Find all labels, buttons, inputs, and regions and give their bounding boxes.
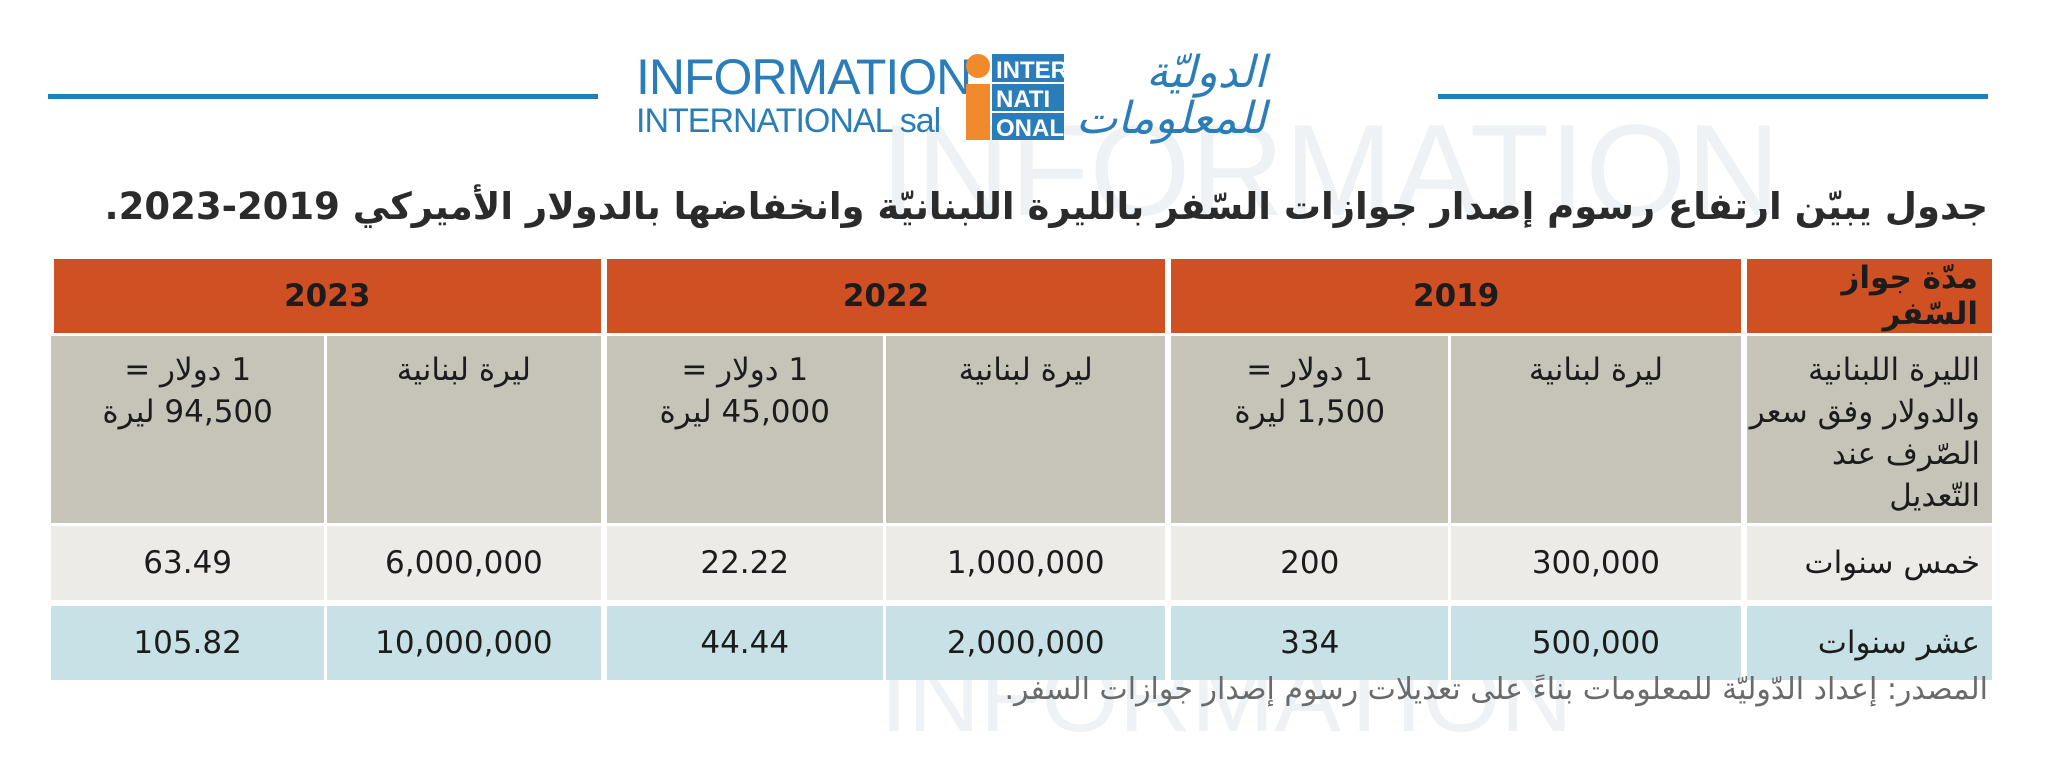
subheader-usd-2019: 1 دولار = 1,500 ليرة: [1165, 333, 1448, 523]
logo-english-text: INFORMATION INTERNATIONAL sal: [636, 49, 972, 140]
page-header: INFORMATION INTERNATIONAL sal INTER NATI…: [0, 40, 2048, 150]
subheader-lbp-2023: ليرة لبنانية: [324, 333, 601, 523]
subheader-usd-2023: 1 دولار = 94,500 ليرة: [48, 333, 325, 523]
row-label: خمس سنوات: [1740, 523, 1992, 600]
table-row: خمس سنوات 300,000 200 1,000,000 22.22 6,…: [48, 523, 1992, 600]
header-year-2019: 2019: [1165, 259, 1741, 333]
subheader-row: الليرة اللبنانية والدولار وفق سعر الصّرف…: [48, 333, 1992, 523]
source-note: المصدر: إعداد الدّوليّة للمعلومات بناءً …: [1004, 672, 1988, 707]
subheader-label-line: الليرة اللبنانية: [1808, 352, 1980, 388]
usd-rate-line: 94,500 ليرة: [102, 393, 273, 430]
table-cell: 105.82: [48, 600, 325, 680]
row-label: عشر سنوات: [1740, 600, 1992, 680]
logo-ar-line2: للمعلومات: [1076, 93, 1267, 145]
usd-rate-line: 1 دولار =: [1246, 352, 1374, 388]
table-row: عشر سنوات 500,000 334 2,000,000 44.44 10…: [48, 600, 1992, 680]
table-cell: 500,000: [1447, 600, 1741, 680]
subheader-lbp-2019: ليرة لبنانية: [1447, 333, 1741, 523]
usd-rate-line: 1,500 ليرة: [1234, 393, 1386, 430]
logo-arabic-text: الدوليّة للمعلومات: [1076, 47, 1267, 145]
header-rule-right: [1438, 94, 1988, 99]
information-international-logo: INFORMATION INTERNATIONAL sal INTER NATI…: [636, 47, 1416, 152]
usd-rate-line: 1 دولار =: [124, 352, 252, 388]
year-header-row: مدّة جواز السّفر 2019 2022 2023: [48, 259, 1992, 333]
header-rule-left: [48, 94, 598, 99]
header-passport-duration: مدّة جواز السّفر: [1740, 259, 1992, 333]
logo-ar-line1: الدوليّة: [1146, 47, 1267, 98]
subheader-usd-2022: 1 دولار = 45,000 ليرة: [600, 333, 883, 523]
header-year-2023: 2023: [48, 259, 601, 333]
table-cell: 6,000,000: [324, 523, 601, 600]
passport-fees-table: مدّة جواز السّفر 2019 2022 2023 الليرة ا…: [48, 259, 1992, 680]
logo-mark-row: INTER: [996, 57, 1066, 84]
table-cell: 63.49: [48, 523, 325, 600]
usd-rate-line: 1 دولار =: [681, 352, 809, 388]
table-cell: 1,000,000: [882, 523, 1166, 600]
subheader-lbp-2022: ليرة لبنانية: [882, 333, 1166, 523]
table-cell: 200: [1165, 523, 1448, 600]
logo-en-line1: INFORMATION: [636, 49, 972, 105]
table-cell: 44.44: [600, 600, 883, 680]
subheader-label-line: الصّرف عند التّعديل: [1831, 435, 1980, 514]
logo-mark-icon: INTER NATI ONAL: [966, 54, 1066, 142]
header-year-2022: 2022: [600, 259, 1166, 333]
table-cell: 334: [1165, 600, 1448, 680]
table-cell: 300,000: [1447, 523, 1741, 600]
table-cell: 10,000,000: [324, 600, 601, 680]
logo-mark-row: NATI: [996, 86, 1050, 113]
logo-en-line2: INTERNATIONAL sal: [636, 102, 941, 140]
usd-rate-line: 45,000 ليرة: [659, 393, 830, 430]
logo-mark-row: ONAL: [996, 115, 1064, 142]
table-cell: 2,000,000: [882, 600, 1166, 680]
table-cell: 22.22: [600, 523, 883, 600]
subheader-label-line: والدولار وفق سعر: [1749, 393, 1980, 430]
page-title: جدول يبيّن ارتفاع رسوم إصدار جوازات السّ…: [104, 185, 1988, 228]
subheader-label: الليرة اللبنانية والدولار وفق سعر الصّرف…: [1740, 333, 1992, 523]
